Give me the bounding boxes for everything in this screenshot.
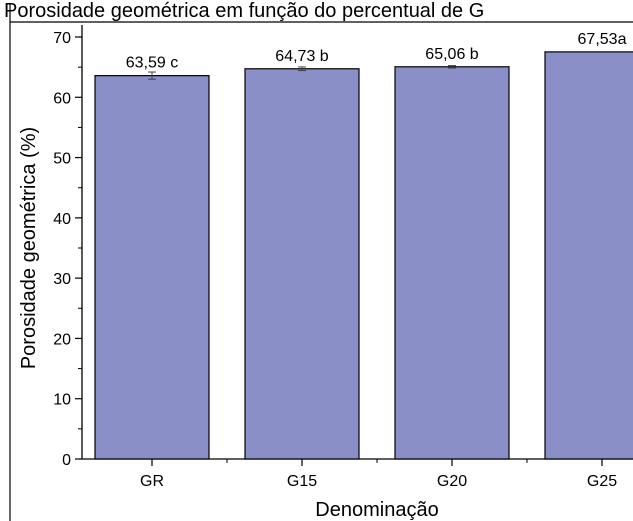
x-tick-label: G20 [437,473,467,490]
y-tick-label: 10 [53,392,71,409]
bar-g25 [544,51,633,460]
y-tick-label: 40 [53,211,71,228]
data-label-g20: 65,06 b [425,46,478,63]
bar-g15 [244,68,360,460]
bar-gr [94,75,210,460]
x-tick-label: G25 [587,473,617,490]
data-label-g15: 64,73 b [275,48,328,65]
bar-g20 [394,66,510,460]
x-tick-label: GR [140,473,164,490]
data-labels: 63,59 c 64,73 b 65,06 b 67,53a [126,31,627,72]
y-tick-label: 70 [53,30,71,47]
error-bars [148,65,456,80]
y-axis-label: Porosidade geométrica (%) [18,127,40,369]
y-tick-label: 20 [53,331,71,348]
y-axis: 0 10 20 30 40 50 60 70 [53,25,83,469]
plot-frame [9,3,633,521]
x-tick-label: G15 [287,473,317,490]
y-tick-label: 50 [53,151,71,168]
data-label-gr: 63,59 c [126,55,178,72]
y-tick-label: 30 [53,271,71,288]
x-axis: GR G15 G20 G25 [82,458,633,490]
data-label-g25: 67,53a [578,31,627,48]
y-tick-label: 60 [53,90,71,107]
chart-title: Porosidade geométrica em função do perce… [4,0,484,22]
y-tick-label: 0 [62,452,71,469]
bars [94,51,633,460]
x-axis-label: Denominação [315,499,438,521]
